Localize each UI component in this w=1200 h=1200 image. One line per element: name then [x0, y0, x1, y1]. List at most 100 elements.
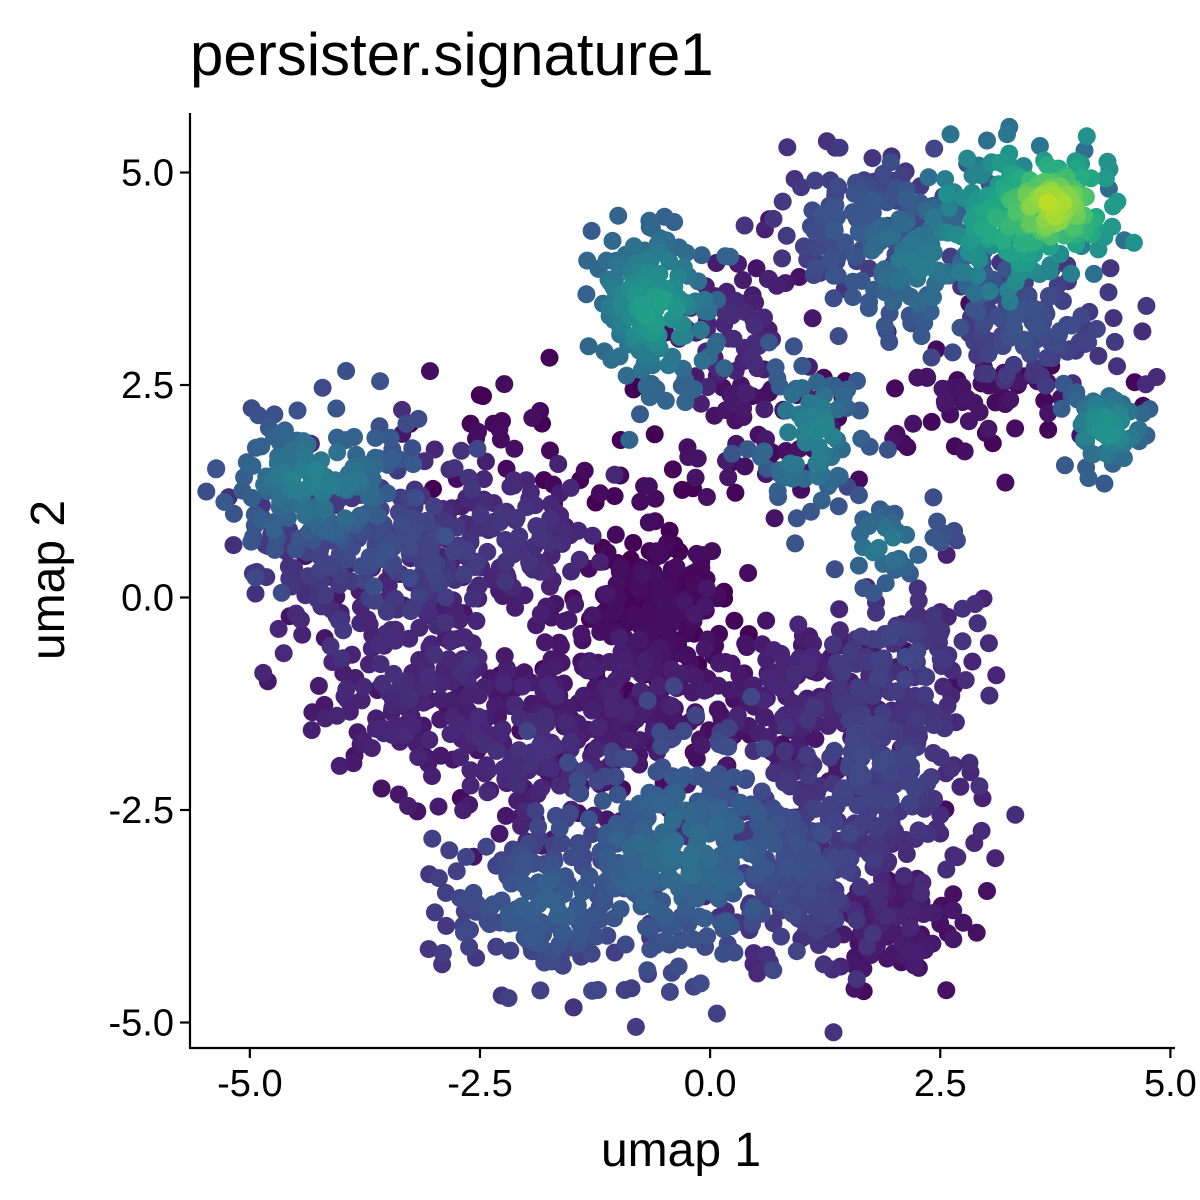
- scatter-point: [197, 482, 216, 501]
- scatter-point: [775, 653, 794, 672]
- scatter-point: [805, 222, 824, 241]
- scatter-point: [936, 170, 955, 189]
- scatter-point: [697, 488, 716, 506]
- scatter-point: [967, 923, 986, 942]
- scatter-point: [884, 528, 903, 547]
- scatter-point: [637, 918, 655, 937]
- scatter-point: [419, 667, 438, 686]
- scatter-point: [499, 989, 518, 1008]
- scatter-point: [902, 774, 921, 793]
- scatter-point: [461, 653, 480, 672]
- scatter-point: [441, 632, 460, 651]
- scatter-point: [393, 514, 412, 533]
- scatter-point: [494, 760, 513, 778]
- scatter-point: [395, 726, 414, 745]
- scatter-point: [616, 935, 635, 954]
- scatter-point: [877, 193, 896, 212]
- scatter-point: [783, 808, 802, 827]
- scatter-point: [661, 837, 680, 856]
- scatter-point: [536, 707, 555, 726]
- scatter-point: [745, 316, 764, 335]
- scatter-point: [988, 307, 1007, 326]
- scatter-point: [1079, 333, 1098, 352]
- scatter-point: [641, 851, 660, 870]
- scatter-point: [986, 849, 1005, 868]
- scatter-point: [547, 894, 566, 913]
- scatter-point: [723, 444, 742, 463]
- scatter-point: [825, 741, 844, 760]
- scatter-point: [429, 797, 448, 816]
- scatter-point: [531, 736, 550, 755]
- scatter-point: [884, 551, 903, 570]
- scatter-point: [332, 649, 351, 668]
- scatter-point: [916, 686, 934, 705]
- scatter-point: [557, 713, 575, 732]
- scatter-point: [425, 903, 444, 922]
- scatter-point: [773, 249, 792, 268]
- scatter-point: [626, 1017, 645, 1036]
- scatter-point: [469, 422, 487, 441]
- scatter-point: [328, 706, 346, 725]
- scatter-point: [759, 269, 778, 288]
- scatter-point: [900, 794, 919, 813]
- scatter-point: [865, 850, 884, 869]
- x-tick-label: 5.0: [1144, 1063, 1197, 1105]
- scatter-point: [637, 306, 656, 325]
- scatter-point: [559, 753, 577, 772]
- scatter-point: [1098, 152, 1117, 171]
- scatter-point: [288, 401, 307, 420]
- scatter-point: [614, 749, 632, 768]
- scatter-point: [531, 604, 550, 623]
- scatter-point: [863, 149, 882, 168]
- scatter-point: [521, 928, 540, 946]
- scatter-point: [1104, 309, 1123, 328]
- scatter-point: [1091, 422, 1110, 440]
- scatter-point: [1052, 399, 1071, 418]
- scatter-point: [828, 400, 847, 419]
- scatter-point: [944, 885, 963, 904]
- scatter-point: [536, 633, 554, 652]
- y-tick-label: 2.5: [121, 365, 174, 407]
- scatter-point: [1036, 376, 1055, 395]
- scatter-point: [468, 439, 487, 458]
- scatter-point: [865, 882, 884, 901]
- scatter-point: [306, 474, 325, 493]
- scatter-point: [773, 192, 792, 211]
- scatter-point: [642, 600, 661, 619]
- scatter-point: [1026, 317, 1045, 336]
- scatter-point: [791, 859, 810, 878]
- scatter-point: [436, 883, 455, 902]
- scatter-point: [799, 766, 818, 785]
- scatter-point: [706, 336, 725, 355]
- scatter-point: [501, 941, 520, 960]
- scatter-point: [508, 775, 527, 794]
- scatter-point: [583, 606, 602, 625]
- scatter-point: [869, 539, 888, 557]
- scatter-point: [602, 688, 621, 706]
- scatter-point: [224, 536, 243, 555]
- scatter-point: [710, 654, 728, 673]
- scatter-point: [467, 612, 486, 630]
- scatter-point: [863, 924, 882, 943]
- scatter-point: [660, 982, 679, 1001]
- scatter-point: [657, 596, 676, 615]
- scatter-point: [829, 327, 848, 346]
- scatter-point: [689, 823, 708, 842]
- scatter-point: [825, 221, 844, 240]
- scatter-point: [852, 429, 871, 448]
- scatter-point: [731, 793, 750, 812]
- scatter-point: [1019, 286, 1038, 305]
- scatter-point: [437, 916, 456, 935]
- scatter-point: [896, 648, 915, 666]
- scatter-point: [460, 938, 479, 956]
- scatter-point: [697, 579, 716, 598]
- scatter-point: [878, 440, 897, 459]
- scatter-point: [1039, 420, 1058, 439]
- scatter-point: [575, 461, 594, 480]
- scatter-point: [566, 595, 585, 614]
- scatter-point: [674, 359, 692, 378]
- scatter-point: [869, 651, 888, 670]
- scatter-point: [825, 560, 844, 579]
- scatter-point: [605, 465, 624, 484]
- scatter-point: [321, 637, 340, 656]
